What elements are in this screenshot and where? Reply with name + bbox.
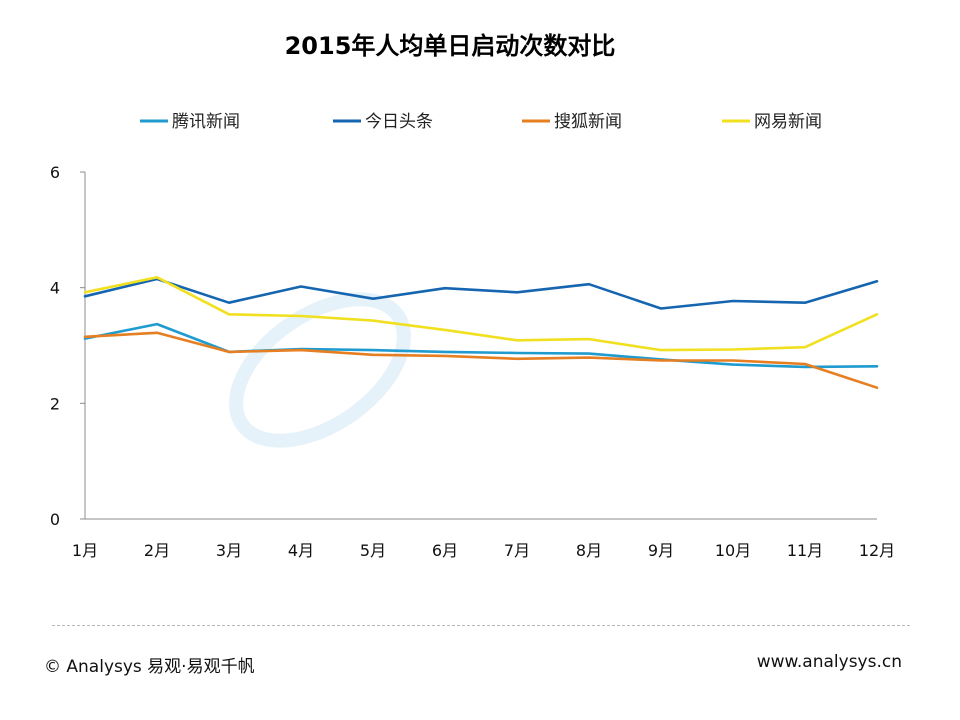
analysys-watermark	[229, 292, 411, 448]
x-tick-label: 6月	[432, 541, 458, 560]
x-tick-label: 8月	[576, 541, 602, 560]
legend-label: 腾讯新闻	[172, 112, 240, 132]
y-tick-label: 0	[50, 510, 60, 529]
series-line	[83, 275, 879, 352]
x-tick-label: 11月	[787, 541, 823, 560]
legend-label: 今日头条	[365, 112, 433, 132]
x-tick-label: 5月	[360, 541, 386, 560]
x-tick-label: 10月	[715, 541, 751, 560]
legend-label: 搜狐新闻	[554, 112, 622, 132]
series-line	[83, 277, 879, 310]
x-tick-label: 4月	[288, 541, 314, 560]
footer-divider	[52, 625, 910, 626]
x-tick-label: 3月	[216, 541, 242, 560]
x-tick-label: 1月	[72, 541, 98, 560]
chart-axes: 0 2 4 6 1月 2月 3月 4月 5月 6月 7月 8月 9月 10月 11月 12月	[50, 163, 895, 560]
y-tick-label: 4	[50, 279, 60, 298]
series-line	[83, 322, 879, 369]
footer-website-link[interactable]: www.analysys.cn	[756, 652, 902, 672]
footer-copyright: © Analysys 易观·易观千帆	[44, 657, 255, 677]
x-tick-label: 9月	[648, 541, 674, 560]
y-tick-label: 6	[50, 163, 60, 182]
watermark-swirl	[229, 292, 411, 448]
x-tick-label: 2月	[144, 541, 170, 560]
x-tick-label: 7月	[504, 541, 530, 560]
chart-series-lines	[83, 275, 879, 390]
x-tick-label: 12月	[859, 541, 895, 560]
y-tick-label: 2	[50, 394, 60, 413]
series-line	[83, 331, 879, 390]
chart-legend: 腾讯新闻 今日头条 搜狐新闻 网易新闻	[140, 112, 822, 132]
legend-label: 网易新闻	[754, 112, 822, 132]
chart-title: 2015年人均单日启动次数对比	[284, 32, 616, 60]
